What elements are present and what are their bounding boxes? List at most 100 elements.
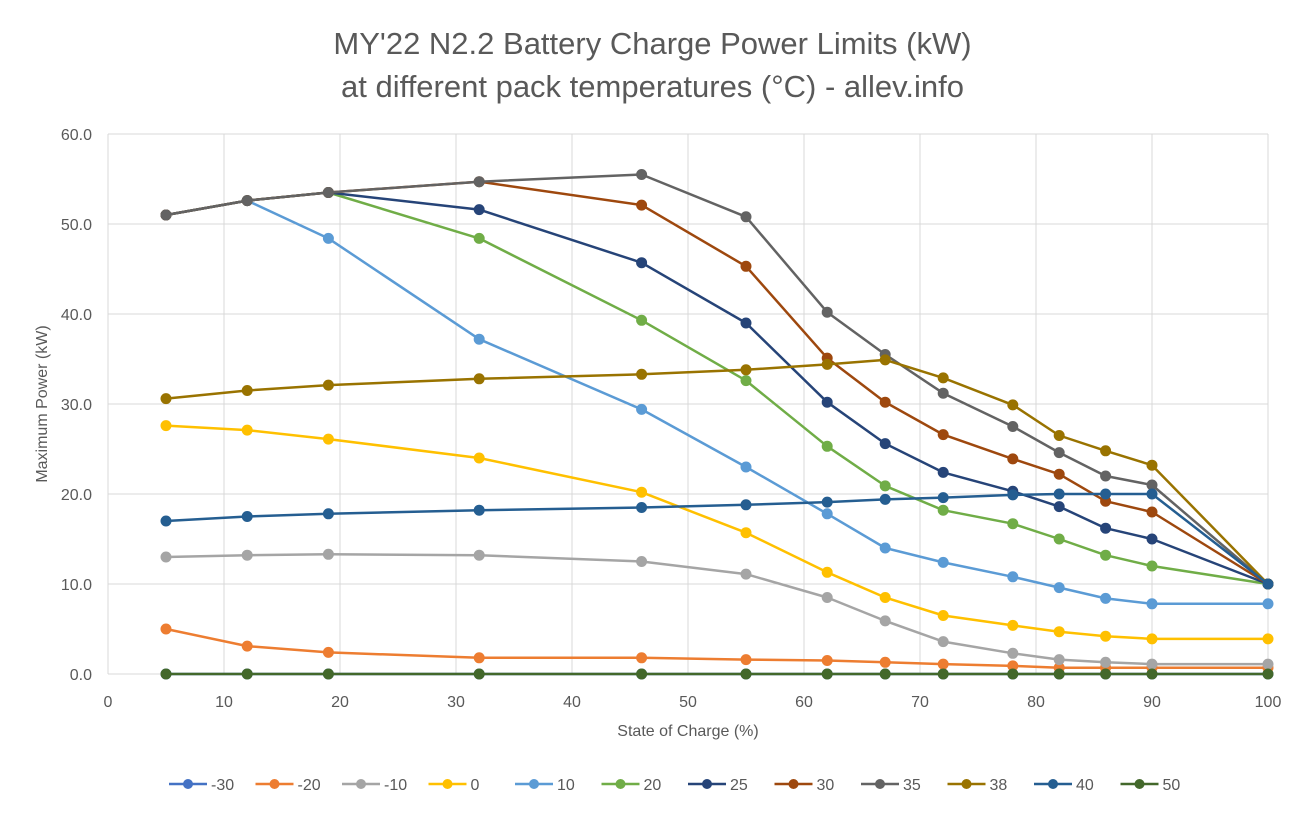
legend-label--10: -10	[384, 777, 407, 794]
x-tick-label: 20	[331, 694, 349, 711]
x-tick-label: 80	[1027, 694, 1045, 711]
data-point--10	[241, 549, 253, 561]
data-point-0	[636, 486, 648, 498]
data-point-20	[879, 480, 891, 492]
data-point--10	[1100, 656, 1112, 668]
y-tick-label: 60.0	[61, 127, 92, 144]
data-point-35	[322, 187, 334, 198]
data-point--10	[322, 548, 334, 560]
legend-label-40: 40	[1076, 777, 1094, 794]
data-point-20	[636, 314, 648, 326]
legend-label--20: -20	[298, 777, 321, 794]
series-line-10	[165, 199, 1268, 606]
data-point-40	[322, 508, 334, 520]
legend-label--30: -30	[211, 777, 234, 794]
data-point-50	[879, 668, 891, 680]
data-point-38	[937, 372, 949, 384]
legend-marker-30	[788, 779, 799, 789]
data-point-40	[879, 493, 891, 505]
data-point-25	[937, 466, 949, 478]
data-point-10	[1053, 582, 1065, 594]
data-point-20	[1053, 533, 1065, 545]
legend-marker-50	[1134, 779, 1145, 789]
data-point--10	[473, 549, 485, 561]
legend-label-38: 38	[990, 777, 1008, 794]
chart-title-block: MY'22 N2.2 Battery Charge Power Limits (…	[0, 22, 1305, 108]
data-point-40	[1262, 578, 1274, 590]
legend-label-35: 35	[903, 777, 921, 794]
legend-marker--10	[356, 779, 366, 789]
data-point--10	[740, 568, 752, 580]
data-point-25	[473, 204, 485, 216]
legend-marker--20	[269, 779, 280, 789]
data-point-38	[879, 354, 891, 366]
data-point--20	[879, 656, 891, 668]
data-point-0	[322, 433, 334, 445]
data-point-38	[636, 368, 648, 380]
series-line--20	[165, 627, 1268, 669]
data-point-10	[1100, 592, 1112, 604]
data-point-0	[1007, 619, 1019, 631]
data-point-40	[473, 504, 485, 516]
data-point-38	[740, 364, 752, 376]
data-point-25	[879, 438, 891, 450]
data-point-0	[1100, 630, 1112, 642]
data-point--20	[636, 652, 648, 664]
data-point-50	[1146, 668, 1158, 680]
data-point-0	[241, 424, 253, 436]
data-point-30	[740, 260, 752, 272]
data-point-25	[1100, 522, 1112, 534]
data-point--20	[740, 654, 752, 666]
y-tick-label: 40.0	[61, 307, 92, 324]
data-point-0	[740, 527, 752, 539]
legend-label-10: 10	[557, 777, 575, 794]
data-point-10	[322, 232, 334, 244]
legend-label-20: 20	[644, 777, 662, 794]
data-point-35	[160, 209, 172, 221]
data-point-50	[1100, 668, 1112, 680]
data-point-25	[821, 396, 833, 408]
data-point-0	[1146, 633, 1158, 645]
x-tick-label: 100	[1255, 694, 1282, 711]
data-point-40	[1100, 488, 1112, 500]
data-point-40	[937, 492, 949, 504]
legend-marker-0	[442, 779, 453, 789]
data-point-50	[473, 668, 485, 680]
series-line--10	[165, 553, 1268, 666]
legend-marker-35	[875, 779, 885, 789]
legend-marker-40	[1048, 779, 1058, 789]
data-point--10	[937, 636, 949, 648]
data-point-38	[821, 358, 833, 370]
series-line-35	[165, 173, 1269, 585]
data-point-0	[879, 592, 891, 603]
data-point-30	[937, 429, 949, 441]
data-point-25	[1146, 533, 1158, 545]
x-tick-label: 10	[215, 694, 233, 711]
legend-marker--30	[183, 779, 193, 789]
data-point-0	[1262, 633, 1274, 645]
series-line-20	[165, 191, 1269, 586]
series-line-38	[165, 358, 1269, 585]
data-point-30	[879, 396, 891, 408]
data-point-50	[1053, 668, 1065, 680]
legend-label-50: 50	[1163, 777, 1181, 794]
data-point-40	[740, 499, 752, 511]
data-point-38	[1100, 445, 1112, 457]
data-point--20	[241, 640, 253, 652]
data-point-38	[1053, 430, 1065, 441]
data-point-20	[473, 232, 485, 244]
data-point-50	[1262, 668, 1274, 680]
data-point-0	[821, 566, 833, 578]
legend-label-30: 30	[817, 777, 835, 794]
data-point-0	[1053, 626, 1065, 638]
y-tick-label: 30.0	[61, 397, 92, 414]
data-point-50	[1007, 668, 1019, 680]
chart-title: MY'22 N2.2 Battery Charge Power Limits (…	[333, 26, 972, 61]
data-point--10	[821, 592, 833, 603]
data-point-20	[1100, 549, 1112, 561]
series-line-25	[165, 191, 1269, 586]
x-tick-label: 70	[911, 694, 929, 711]
data-point-25	[636, 257, 648, 269]
data-point-10	[473, 333, 485, 345]
